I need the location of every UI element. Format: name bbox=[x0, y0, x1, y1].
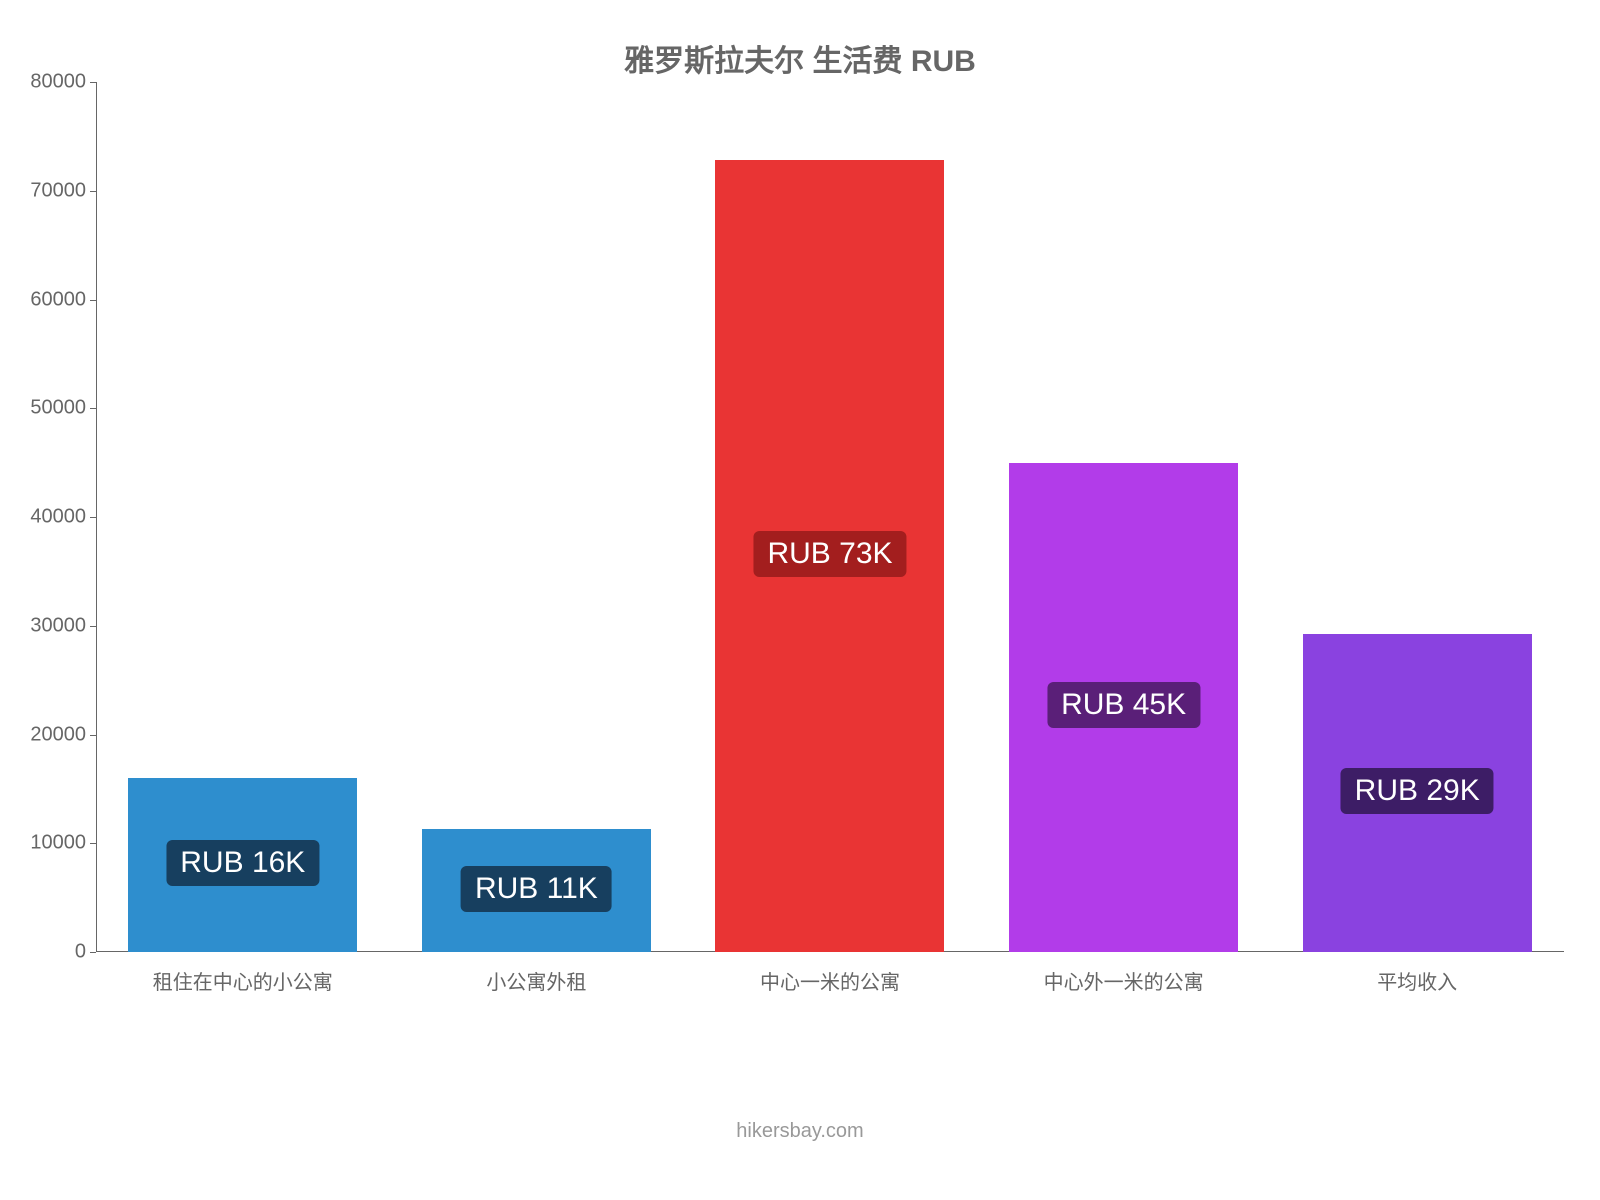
y-tick-mark bbox=[90, 843, 96, 844]
y-tick-label: 30000 bbox=[30, 614, 96, 637]
y-tick-label: 10000 bbox=[30, 832, 96, 855]
y-tick-label: 60000 bbox=[30, 288, 96, 311]
chart-title: 雅罗斯拉夫尔 生活费 RUB bbox=[0, 36, 1600, 80]
y-tick-label: 80000 bbox=[30, 71, 96, 94]
attribution-text: hikersbay.com bbox=[0, 1120, 1600, 1143]
bar-value-badge: RUB 29K bbox=[1341, 768, 1494, 814]
y-tick-label: 40000 bbox=[30, 506, 96, 529]
y-tick-label: 50000 bbox=[30, 397, 96, 420]
y-tick-mark bbox=[90, 952, 96, 953]
bar-value-badge: RUB 11K bbox=[461, 866, 612, 912]
x-tick-label: 租住在中心的小公寓 bbox=[153, 952, 333, 995]
y-tick-mark bbox=[90, 300, 96, 301]
y-tick-label: 20000 bbox=[30, 723, 96, 746]
bar-value-badge: RUB 16K bbox=[166, 840, 319, 886]
bar-value-badge: RUB 45K bbox=[1047, 682, 1200, 728]
y-tick-mark bbox=[90, 735, 96, 736]
y-tick-mark bbox=[90, 408, 96, 409]
x-tick-label: 平均收入 bbox=[1377, 952, 1457, 995]
plot-area: 0100002000030000400005000060000700008000… bbox=[96, 82, 1564, 952]
x-tick-label: 中心外一米的公寓 bbox=[1044, 952, 1204, 995]
x-tick-label: 中心一米的公寓 bbox=[760, 952, 900, 995]
y-tick-mark bbox=[90, 82, 96, 83]
y-tick-mark bbox=[90, 517, 96, 518]
y-axis-line bbox=[96, 82, 97, 952]
bar-value-badge: RUB 73K bbox=[753, 531, 906, 577]
y-tick-mark bbox=[90, 191, 96, 192]
x-tick-label: 小公寓外租 bbox=[486, 952, 586, 995]
y-tick-mark bbox=[90, 626, 96, 627]
y-tick-label: 70000 bbox=[30, 179, 96, 202]
